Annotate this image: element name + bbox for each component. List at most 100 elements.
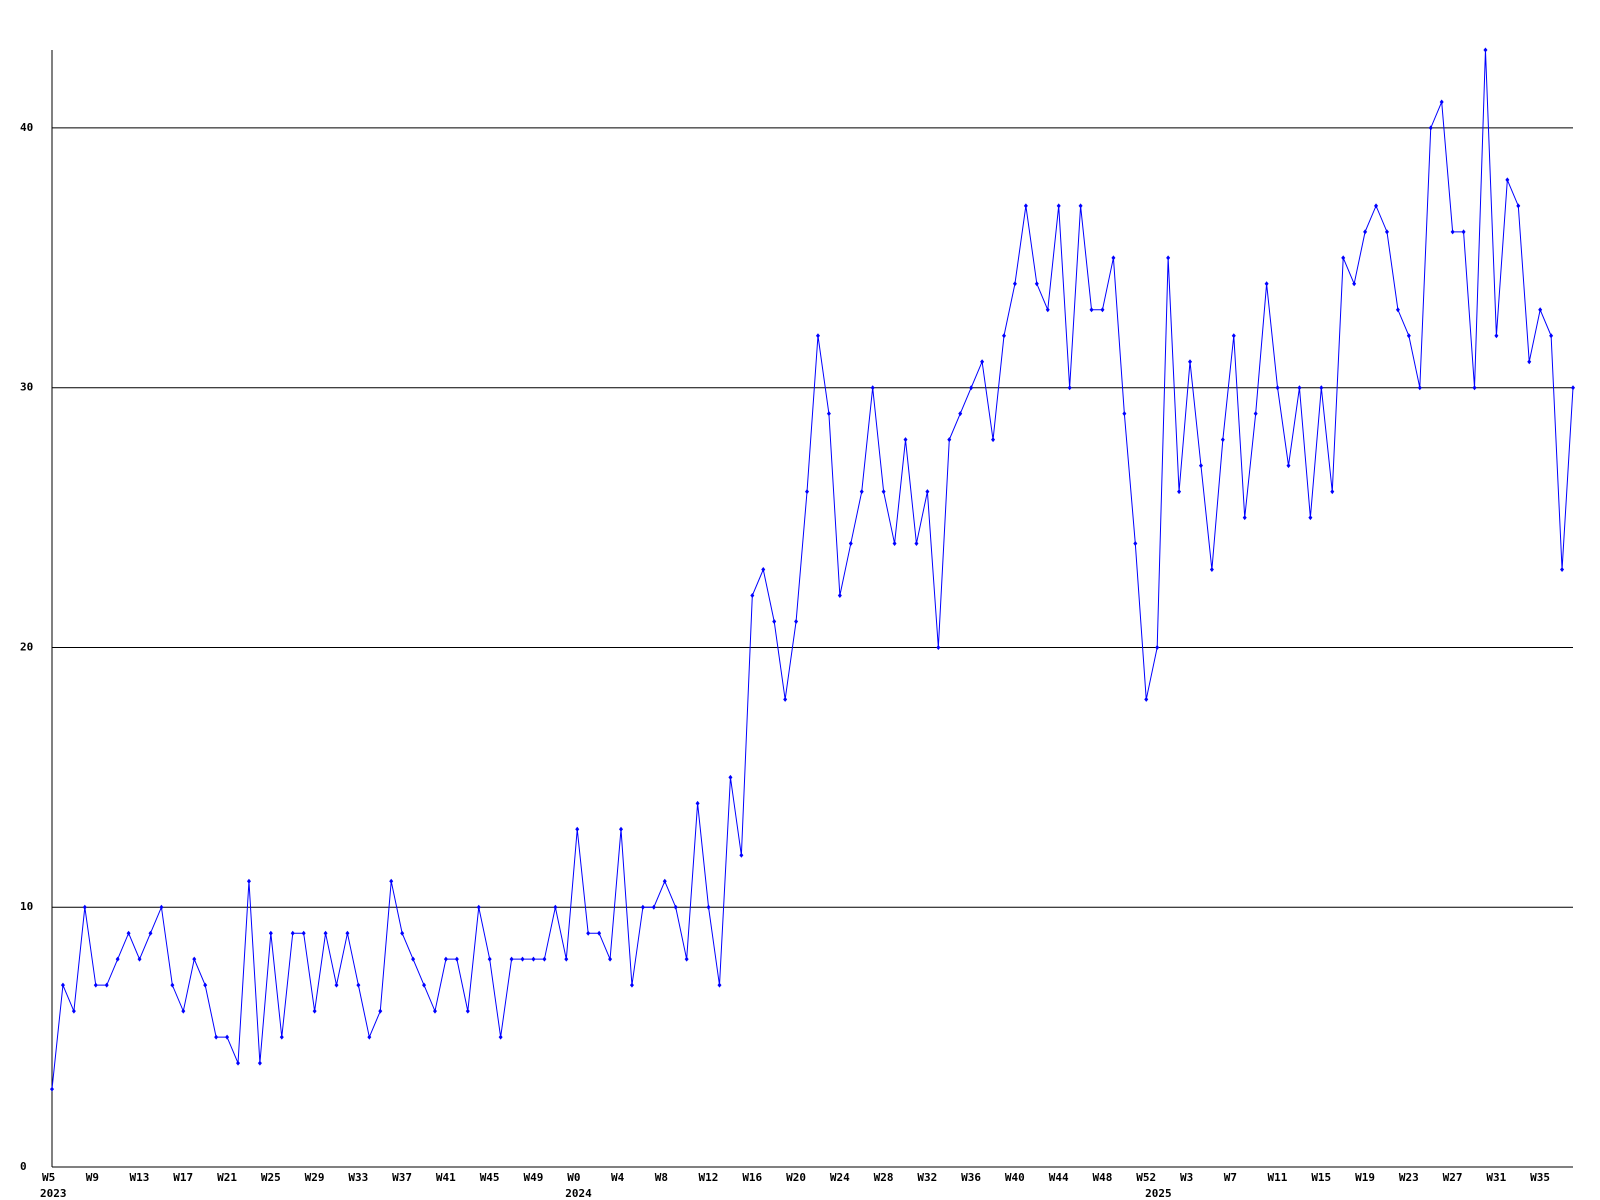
data-point <box>684 956 689 962</box>
data-point <box>1319 385 1324 391</box>
data-point <box>290 930 295 936</box>
data-point <box>673 904 678 910</box>
data-point <box>487 956 492 962</box>
data-point <box>93 982 98 988</box>
x-tick-label: W37 <box>392 1171 412 1184</box>
data-point <box>389 878 394 884</box>
data-point <box>334 982 339 988</box>
data-point <box>1395 307 1400 313</box>
data-point <box>980 359 985 365</box>
data-point <box>783 696 788 702</box>
data-point <box>367 1034 372 1040</box>
data-point <box>301 930 306 936</box>
data-point <box>826 411 831 417</box>
data-point <box>1220 437 1225 443</box>
data-point <box>761 567 766 573</box>
x-tick-label: W24 <box>830 1171 850 1184</box>
data-point <box>1428 125 1433 131</box>
x-tick-label: W17 <box>173 1171 193 1184</box>
data-point <box>1034 281 1039 287</box>
data-point <box>1308 515 1313 521</box>
data-point <box>805 489 810 495</box>
data-point <box>1253 411 1258 417</box>
y-tick-label: 0 <box>20 1160 27 1173</box>
data-point <box>137 956 142 962</box>
data-point <box>870 385 875 391</box>
data-point <box>1056 203 1061 209</box>
data-point <box>422 982 427 988</box>
data-point <box>1527 359 1532 365</box>
data-point <box>400 930 405 936</box>
x-tick-label: W19 <box>1355 1171 1375 1184</box>
data-point <box>619 826 624 832</box>
data-point <box>1264 281 1269 287</box>
x-tick-label: W23 <box>1399 1171 1419 1184</box>
data-point <box>225 1034 230 1040</box>
year-label: 2023 <box>40 1187 67 1200</box>
data-point <box>706 904 711 910</box>
data-point <box>509 956 514 962</box>
data-point <box>903 437 908 443</box>
data-point <box>1461 229 1466 235</box>
x-tick-label: W36 <box>961 1171 981 1184</box>
data-point <box>1144 696 1149 702</box>
data-point <box>925 489 930 495</box>
data-point <box>739 852 744 858</box>
data-point <box>378 1008 383 1014</box>
data-point <box>1406 333 1411 339</box>
data-point <box>640 904 645 910</box>
data-point <box>1384 229 1389 235</box>
data-point <box>356 982 361 988</box>
x-tick-label: W28 <box>874 1171 894 1184</box>
x-tick-label: W21 <box>217 1171 237 1184</box>
data-point <box>60 982 65 988</box>
x-tick-label: W29 <box>305 1171 325 1184</box>
data-point <box>1483 47 1488 53</box>
data-point <box>1133 541 1138 547</box>
data-point <box>542 956 547 962</box>
data-point <box>1089 307 1094 313</box>
x-tick-label: W7 <box>1224 1171 1237 1184</box>
data-point <box>772 618 777 624</box>
data-point <box>1198 463 1203 469</box>
year-label: 2024 <box>565 1187 592 1200</box>
data-point <box>575 826 580 832</box>
data-point <box>991 437 996 443</box>
data-point <box>82 904 87 910</box>
data-point <box>1341 255 1346 261</box>
data-point <box>608 956 613 962</box>
data-point <box>1001 333 1006 339</box>
data-point <box>1067 385 1072 391</box>
data-point <box>214 1034 219 1040</box>
data-point <box>411 956 416 962</box>
data-point <box>148 930 153 936</box>
data-point <box>586 930 591 936</box>
data-point <box>881 489 886 495</box>
data-point <box>837 593 842 599</box>
data-point <box>312 1008 317 1014</box>
data-point <box>1450 229 1455 235</box>
data-point <box>651 904 656 910</box>
data-point <box>1352 281 1357 287</box>
data-line <box>51 49 1574 1090</box>
y-tick-label: 10 <box>20 900 33 913</box>
data-point <box>159 904 164 910</box>
y-tick-label: 30 <box>20 381 33 394</box>
x-tick-label: W15 <box>1311 1171 1331 1184</box>
data-point <box>498 1034 503 1040</box>
data-point <box>1177 489 1182 495</box>
data-point <box>236 1060 241 1066</box>
data-point <box>1363 229 1368 235</box>
x-tick-label: W44 <box>1049 1171 1069 1184</box>
x-tick-label: W25 <box>261 1171 281 1184</box>
data-point <box>268 930 273 936</box>
data-point <box>181 1008 186 1014</box>
data-point <box>1122 411 1127 417</box>
data-point <box>345 930 350 936</box>
x-tick-label: W9 <box>86 1171 99 1184</box>
data-point <box>717 982 722 988</box>
data-point <box>947 437 952 443</box>
data-point <box>443 956 448 962</box>
x-tick-label: W8 <box>655 1171 668 1184</box>
